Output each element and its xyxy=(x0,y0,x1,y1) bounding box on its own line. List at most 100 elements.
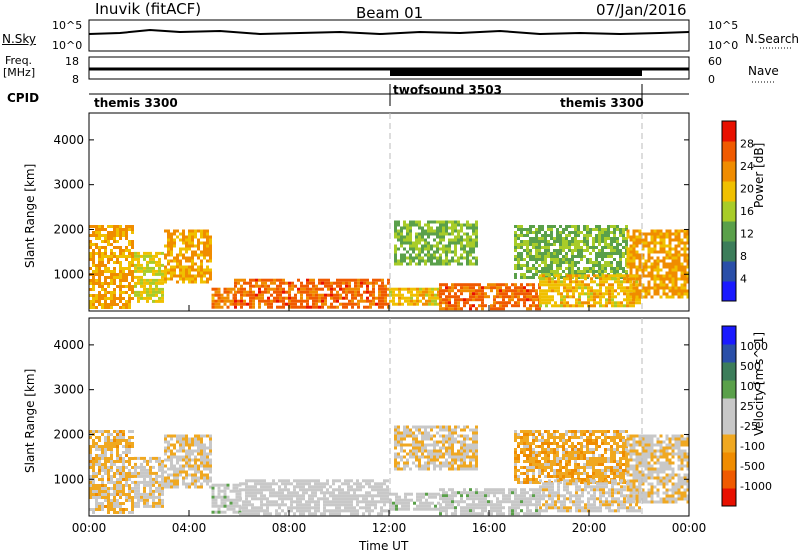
range-cell xyxy=(547,475,550,478)
range-cell xyxy=(656,262,660,266)
range-cell xyxy=(490,307,493,311)
range-cell xyxy=(176,476,179,480)
range-cell xyxy=(167,277,170,281)
range-cell xyxy=(92,460,95,463)
range-cell xyxy=(245,479,248,483)
range-cell xyxy=(303,287,306,291)
range-cell xyxy=(116,261,119,264)
range-cell xyxy=(128,496,131,499)
range-cell xyxy=(155,263,158,267)
range-cell xyxy=(568,451,571,454)
range-cell xyxy=(595,258,598,261)
range-cell xyxy=(601,258,604,261)
range-cell xyxy=(511,304,514,308)
range-cell xyxy=(309,290,312,294)
range-cell xyxy=(686,292,690,296)
range-cell xyxy=(107,457,110,460)
range-cell xyxy=(220,299,224,303)
range-cell xyxy=(454,226,457,230)
range-cell xyxy=(619,252,622,255)
range-cell xyxy=(269,491,272,495)
range-cell xyxy=(475,298,478,302)
range-cell xyxy=(680,271,684,275)
range-cell xyxy=(116,457,119,460)
range-cell xyxy=(608,286,611,290)
range-cell xyxy=(460,292,463,296)
range-cell xyxy=(332,479,335,483)
range-cell xyxy=(350,512,353,516)
range-cell xyxy=(394,455,397,459)
range-cell xyxy=(433,229,436,233)
range-cell xyxy=(686,235,690,239)
range-cell xyxy=(499,488,502,492)
range-cell xyxy=(140,462,143,466)
range-cell xyxy=(514,264,517,267)
range-cell xyxy=(269,503,272,507)
range-cell xyxy=(293,485,296,489)
range-cell xyxy=(197,485,200,489)
range-cell xyxy=(433,220,436,224)
range-cell xyxy=(249,290,252,294)
range-cell xyxy=(167,247,170,251)
range-cell xyxy=(442,494,445,498)
range-cell xyxy=(363,305,366,309)
range-cell xyxy=(526,246,529,249)
range-cell xyxy=(481,307,484,311)
range-cell xyxy=(607,228,610,231)
range-cell xyxy=(560,304,563,308)
range-cell xyxy=(466,494,469,498)
range-cell xyxy=(472,232,475,236)
range-cell xyxy=(252,299,255,303)
range-cell xyxy=(572,295,575,299)
range-cell xyxy=(113,439,116,442)
range-cell xyxy=(529,304,532,308)
range-cell xyxy=(523,289,526,293)
range-cell xyxy=(629,253,633,257)
range-cell xyxy=(626,295,630,299)
range-cell xyxy=(502,512,505,516)
range-cell xyxy=(303,305,306,309)
range-cell xyxy=(502,295,505,299)
range-cell xyxy=(454,247,457,251)
range-cell xyxy=(158,504,161,508)
range-cell xyxy=(92,463,95,466)
range-cell xyxy=(433,232,436,236)
range-cell xyxy=(547,267,550,270)
range-cell xyxy=(95,505,98,508)
range-cell xyxy=(264,281,267,285)
range-cell xyxy=(538,264,541,267)
range-cell xyxy=(514,225,517,228)
range-cell xyxy=(619,267,622,270)
range-cell xyxy=(395,507,398,511)
range-cell xyxy=(363,281,366,285)
range-cell xyxy=(306,305,309,309)
range-cell xyxy=(173,476,176,480)
range-cell xyxy=(416,302,419,306)
range-cell xyxy=(535,304,538,308)
range-cell xyxy=(472,509,475,513)
range-cell xyxy=(538,472,541,475)
range-cell xyxy=(407,507,410,511)
range-cell xyxy=(158,489,161,493)
range-cell xyxy=(460,443,463,447)
range-cell xyxy=(323,512,326,516)
range-cell xyxy=(601,249,604,252)
range-cell xyxy=(409,220,412,224)
range-cell xyxy=(418,259,421,263)
range-cell xyxy=(502,292,505,296)
range-cell xyxy=(143,269,146,273)
range-cell xyxy=(357,281,360,285)
range-cell xyxy=(650,277,654,281)
range-cell xyxy=(463,437,466,441)
range-cell xyxy=(629,280,632,284)
range-cell xyxy=(544,451,547,454)
range-cell xyxy=(665,229,669,233)
range-cell xyxy=(451,259,454,263)
range-cell xyxy=(562,249,565,252)
range-cell xyxy=(460,455,463,459)
range-cell xyxy=(143,254,146,258)
range-cell xyxy=(149,284,152,288)
range-cell xyxy=(176,274,179,278)
range-cell xyxy=(475,256,478,260)
range-cell xyxy=(203,256,206,260)
